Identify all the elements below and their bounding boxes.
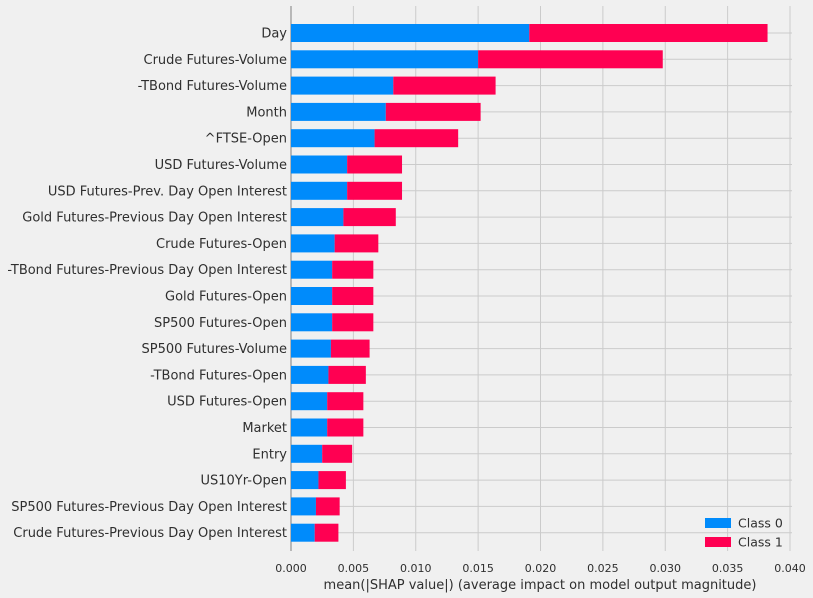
x-tick-label: 0.035 bbox=[712, 562, 744, 575]
category-labels: Day Crude Futures-Volume -TBond Futures-Vo… bbox=[7, 27, 287, 542]
bar-class-0 bbox=[291, 523, 315, 542]
bar-class-0 bbox=[291, 444, 323, 463]
bar-class-1 bbox=[327, 392, 364, 411]
bar-class-1 bbox=[347, 155, 403, 174]
x-tick-label: 0.005 bbox=[338, 562, 370, 575]
category-label: USD Futures-Volume bbox=[155, 158, 287, 173]
legend-swatch bbox=[705, 518, 731, 528]
category-label: Day bbox=[261, 27, 287, 42]
category-label: US10Yr-Open bbox=[200, 474, 287, 489]
category-label: Crude Futures-Open bbox=[156, 237, 287, 252]
bar-class-1 bbox=[385, 102, 481, 121]
category-label: Market bbox=[242, 421, 287, 436]
category-label: SP500 Futures-Open bbox=[154, 316, 287, 331]
category-label: Entry bbox=[252, 447, 287, 462]
bar-class-0 bbox=[291, 234, 335, 253]
bar-class-1 bbox=[318, 471, 346, 490]
x-axis-label: mean(|SHAP value|) (average impact on mo… bbox=[324, 578, 757, 593]
legend-swatch bbox=[705, 537, 731, 547]
bar-class-1 bbox=[478, 50, 663, 69]
bar-class-0 bbox=[291, 102, 386, 121]
category-label: -TBond Futures-Previous Day Open Interes… bbox=[7, 263, 287, 278]
bar-class-1 bbox=[314, 523, 339, 542]
bar-class-1 bbox=[393, 76, 496, 95]
category-label: SP500 Futures-Volume bbox=[142, 342, 288, 357]
bar-class-1 bbox=[529, 24, 768, 42]
x-tick-label: 0.040 bbox=[774, 562, 806, 575]
bar-class-1 bbox=[328, 365, 366, 384]
bar-class-1 bbox=[327, 418, 364, 437]
x-tick-label: 0.015 bbox=[462, 562, 494, 575]
category-label: Crude Futures-Previous Day Open Interest bbox=[13, 526, 287, 541]
bar-class-1 bbox=[374, 129, 459, 148]
category-label: Gold Futures-Open bbox=[165, 290, 287, 305]
x-tick-label: 0.030 bbox=[650, 562, 682, 575]
bar-class-1 bbox=[347, 181, 403, 200]
legend-label: Class 0 bbox=[738, 516, 783, 531]
bar-class-1 bbox=[315, 497, 340, 516]
bar-class-1 bbox=[332, 313, 374, 332]
bar-class-0 bbox=[291, 155, 348, 174]
bar-class-1 bbox=[330, 339, 370, 358]
bar-class-0 bbox=[291, 129, 375, 148]
x-tick-label: 0.010 bbox=[400, 562, 432, 575]
category-label: USD Futures-Prev. Day Open Interest bbox=[48, 184, 287, 199]
bar-class-1 bbox=[332, 287, 374, 305]
bar-class-0 bbox=[291, 181, 348, 200]
category-label: -TBond Futures-Open bbox=[150, 368, 287, 383]
category-label: Month bbox=[246, 105, 287, 120]
bar-class-0 bbox=[291, 76, 394, 95]
bar-class-0 bbox=[291, 208, 344, 227]
bar-class-1 bbox=[334, 234, 379, 253]
bar-class-0 bbox=[291, 497, 316, 516]
x-tick-label: 0.020 bbox=[525, 562, 557, 575]
category-label: -TBond Futures-Volume bbox=[138, 79, 287, 94]
category-label: Gold Futures-Previous Day Open Interest bbox=[22, 211, 287, 226]
bar-class-0 bbox=[291, 50, 479, 69]
bars-layer bbox=[291, 24, 768, 542]
category-label: SP500 Futures-Previous Day Open Interest bbox=[11, 500, 287, 515]
bar-class-1 bbox=[332, 260, 374, 279]
bar-class-0 bbox=[291, 392, 328, 411]
x-tick-label: 0.000 bbox=[275, 562, 307, 575]
category-label: USD Futures-Open bbox=[167, 395, 287, 410]
bar-class-0 bbox=[291, 24, 530, 42]
bar-class-0 bbox=[291, 365, 329, 384]
legend: Class 0 Class 1 bbox=[705, 516, 783, 550]
bar-class-1 bbox=[322, 444, 353, 463]
category-label: Crude Futures-Volume bbox=[144, 53, 288, 68]
bar-class-1 bbox=[343, 208, 396, 227]
x-tick-labels: 0.000 0.005 0.010 0.015 0.020 0.025 0.030 0.035… bbox=[275, 562, 806, 575]
bar-class-0 bbox=[291, 471, 319, 490]
x-tick-label: 0.025 bbox=[587, 562, 619, 575]
bar-class-0 bbox=[291, 339, 331, 358]
legend-label: Class 1 bbox=[738, 535, 783, 550]
category-label: ^FTSE-Open bbox=[205, 132, 287, 147]
bar-class-0 bbox=[291, 287, 333, 305]
bar-class-0 bbox=[291, 418, 328, 437]
bar-class-0 bbox=[291, 313, 333, 332]
bar-class-0 bbox=[291, 260, 333, 279]
